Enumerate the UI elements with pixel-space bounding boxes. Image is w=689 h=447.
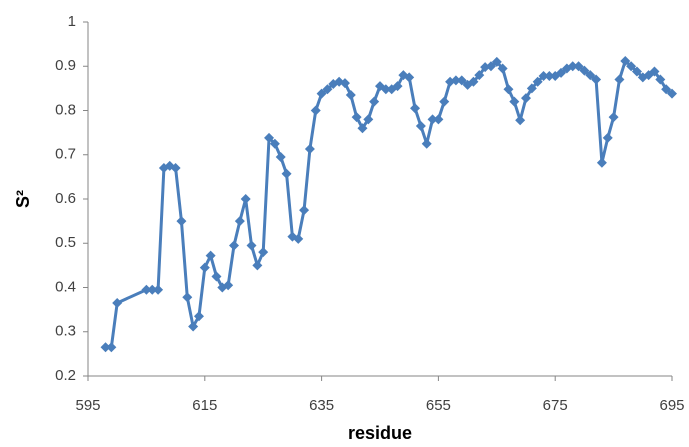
point-marker — [404, 72, 415, 83]
y-tick-label: 0.2 — [55, 367, 76, 384]
point-marker — [304, 143, 315, 154]
point-marker — [626, 61, 637, 72]
point-marker — [491, 56, 502, 67]
point-marker — [503, 84, 514, 95]
point-marker — [176, 216, 187, 227]
point-marker — [234, 216, 245, 227]
point-marker — [229, 240, 239, 251]
x-tick-label: 675 — [543, 397, 568, 414]
point-marker — [141, 284, 152, 295]
point-marker — [433, 114, 444, 125]
point-marker — [363, 114, 374, 125]
point-marker — [369, 96, 380, 107]
point-marker — [357, 123, 368, 134]
point-marker — [322, 84, 333, 95]
point-marker — [456, 75, 467, 86]
point-marker — [602, 132, 613, 143]
point-marker — [269, 138, 280, 149]
point-marker — [556, 67, 567, 78]
point-marker — [199, 262, 210, 273]
point-marker — [526, 83, 537, 94]
point-marker — [258, 247, 269, 258]
point-marker — [585, 70, 596, 81]
point-marker — [661, 84, 672, 95]
point-marker — [474, 70, 485, 81]
point-marker — [521, 93, 531, 104]
point-marker — [246, 240, 257, 251]
point-marker — [106, 342, 117, 353]
y-tick-label: 0.9 — [55, 57, 76, 74]
point-marker — [211, 271, 222, 282]
point-marker — [468, 76, 479, 87]
point-marker — [240, 194, 251, 204]
point-marker — [538, 70, 549, 81]
y-tick-label: 0.7 — [55, 146, 76, 163]
x-tick-label: 615 — [192, 397, 217, 414]
point-marker — [281, 168, 292, 179]
point-marker — [596, 157, 607, 168]
point-marker — [293, 233, 304, 244]
point-marker — [415, 120, 426, 131]
y-tick-label: 1 — [68, 13, 76, 30]
point-marker — [380, 84, 391, 95]
point-marker — [667, 88, 677, 99]
point-marker — [310, 105, 321, 116]
series-line — [105, 59, 673, 349]
y-tick-label: 0.8 — [55, 101, 76, 118]
point-marker — [205, 250, 216, 261]
x-tick-label: 635 — [309, 397, 334, 414]
point-marker — [392, 81, 403, 92]
point-marker — [608, 112, 619, 123]
point-marker — [515, 115, 526, 126]
point-marker — [339, 78, 350, 89]
point-marker — [153, 284, 164, 295]
point-marker — [421, 138, 432, 149]
point-marker — [170, 163, 181, 174]
point-marker — [275, 151, 286, 162]
point-marker — [147, 284, 158, 295]
point-marker — [316, 88, 327, 99]
point-marker — [544, 70, 555, 81]
y-tick-label: 0.4 — [55, 278, 76, 295]
x-tick-label: 655 — [426, 397, 451, 414]
point-marker — [299, 205, 310, 216]
point-marker — [655, 74, 666, 85]
point-marker — [620, 55, 631, 66]
point-marker — [485, 61, 496, 72]
point-marker — [427, 114, 438, 125]
y-tick-label: 0.6 — [55, 190, 76, 207]
x-tick-label: 695 — [659, 397, 684, 414]
point-marker — [100, 342, 111, 353]
x-tick-label: 595 — [75, 397, 100, 414]
point-marker — [112, 297, 123, 308]
point-marker — [591, 74, 602, 85]
point-marker — [439, 96, 450, 107]
point-marker — [351, 112, 362, 123]
x-axis-title: residue — [348, 423, 412, 443]
point-marker — [567, 61, 578, 72]
point-marker — [182, 292, 193, 303]
point-marker — [573, 61, 584, 72]
y-axis-title: S² — [13, 190, 33, 208]
point-marker — [188, 321, 199, 332]
point-marker — [579, 65, 590, 76]
y-tick-label: 0.3 — [55, 323, 76, 340]
point-marker — [193, 311, 204, 322]
point-marker — [345, 90, 356, 101]
point-marker — [410, 103, 421, 114]
point-marker — [649, 66, 660, 77]
point-marker — [264, 132, 275, 143]
y-tick-label: 0.5 — [55, 234, 76, 251]
point-marker — [614, 74, 625, 85]
point-marker — [631, 66, 642, 77]
point-marker — [450, 75, 461, 86]
point-marker — [497, 63, 508, 74]
point-marker — [532, 76, 543, 87]
point-marker — [223, 280, 234, 291]
point-marker — [509, 96, 520, 107]
point-marker — [252, 260, 263, 271]
